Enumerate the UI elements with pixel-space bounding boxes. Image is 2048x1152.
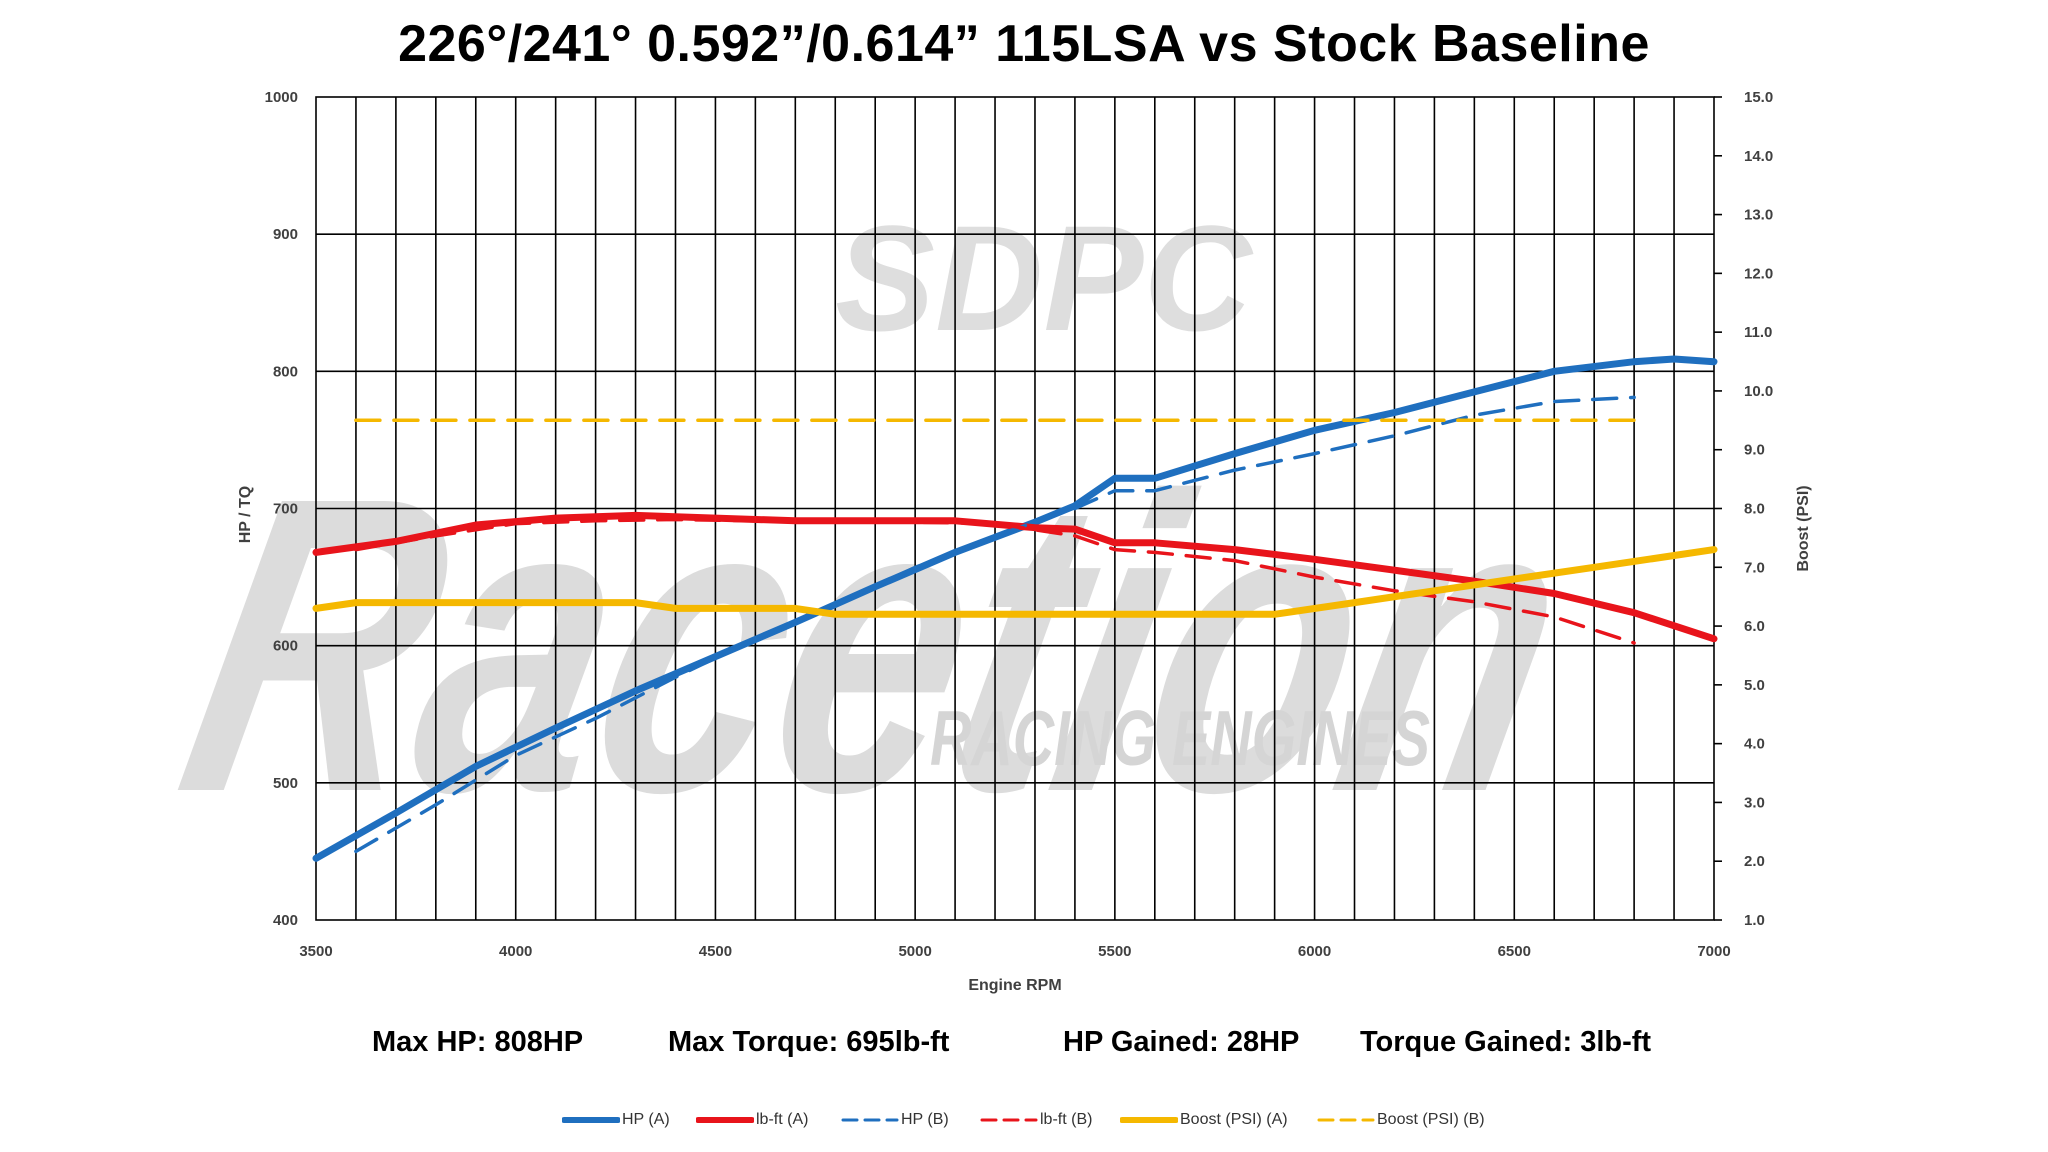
x-tick-label: 6500 [1498,943,1531,960]
y2-tick-label: 7.0 [1744,559,1765,576]
x-tick-label: 6000 [1298,943,1331,960]
y-axis-label: HP / TQ [237,486,254,544]
chart-title: 226°/241° 0.592”/0.614” 115LSA vs Stock … [398,15,1650,73]
y2-tick-label: 6.0 [1744,618,1765,635]
y-tick-label: 800 [273,363,298,380]
watermark-tagline: RACING ENGINES [930,694,1430,782]
legend-item: Boost (PSI) (A) [1120,1105,1288,1135]
series-line-lb-ft-b [354,517,1636,645]
y2-tick-label: 2.0 [1744,853,1765,870]
y2-tick-label: 8.0 [1744,501,1765,518]
y2-tick-label: 11.0 [1744,324,1772,341]
series-line-lb-ft-a [312,511,1718,643]
y2-tick-label: 12.0 [1744,265,1773,282]
stat-hp-gained: HP Gained: 28HP [1063,1026,1300,1058]
y2-tick-label: 14.0 [1744,148,1773,165]
legend-item: HP (B) [841,1105,949,1135]
legend-label: Boost (PSI) (B) [1377,1111,1485,1128]
watermark-logo: SDPC Racetion RACING ENGINES [153,194,1603,880]
series-lines [312,355,1718,862]
y2-axis-label: Boost (PSI) [1795,485,1812,571]
stat-torque-gained: Torque Gained: 3lb-ft [1360,1026,1652,1058]
y-tick-label: 1000 [265,89,298,106]
legend-swatch [562,1117,620,1123]
legend-label: HP (A) [622,1111,670,1128]
legend-item: Boost (PSI) (B) [1317,1105,1485,1135]
x-tick-label: 5000 [898,943,931,960]
y-tick-label: 700 [273,501,298,518]
legend-swatch [980,1118,1038,1122]
axis-labels: 3500 4000 4500 5000 5500 6000 6500 7000 400 500 60… [237,89,1812,994]
series-line-hp-b [354,395,1636,854]
legend-swatch [841,1118,899,1122]
x-tick-label: 4500 [699,943,732,960]
x-tick-label: 7000 [1697,943,1730,960]
y2-tick-label: 9.0 [1744,442,1765,459]
y2-tick-label: 10.0 [1744,383,1773,400]
y2-tick-label: 5.0 [1744,677,1765,694]
y2-tick-label: 1.0 [1744,912,1765,929]
x-tick-label: 5500 [1098,943,1131,960]
chart-legend: HP (A) lb-ft (A) HP (B) lb-ft (B) Boost (PSI… [0,1105,2048,1135]
series-line-boost-psi-a [312,546,1718,618]
watermark-brand: SDPC [835,194,1254,362]
grid-lines [316,97,1714,920]
y-tick-label: 400 [273,912,298,929]
y2-tick-label: 4.0 [1744,736,1765,753]
legend-swatch [696,1117,754,1123]
legend-item: lb-ft (A) [696,1105,808,1135]
y2-tick-label: 13.0 [1744,207,1773,224]
x-tick-label: 3500 [299,943,332,960]
x-tick-label: 4000 [499,943,532,960]
legend-label: Boost (PSI) (A) [1180,1111,1288,1128]
legend-swatch [1317,1118,1375,1122]
y2-tick-label: 15.0 [1744,89,1773,106]
legend-swatch [1120,1117,1178,1123]
legend-item: lb-ft (B) [980,1105,1092,1135]
legend-label: lb-ft (A) [756,1111,809,1128]
axes [315,96,1722,921]
y2-tick-label: 3.0 [1744,794,1765,811]
legend-label: lb-ft (B) [1040,1111,1093,1128]
y-tick-label: 500 [273,775,298,792]
x-axis-label: Engine RPM [968,977,1061,994]
series-line-hp-a [312,355,1718,862]
legend-item: HP (A) [562,1105,670,1135]
stat-max-hp: Max HP: 808HP [372,1026,584,1058]
stat-max-torque: Max Torque: 695lb-ft [668,1026,950,1058]
legend-label: HP (B) [901,1111,949,1128]
y-tick-label: 600 [273,638,298,655]
y-tick-label: 900 [273,226,298,243]
